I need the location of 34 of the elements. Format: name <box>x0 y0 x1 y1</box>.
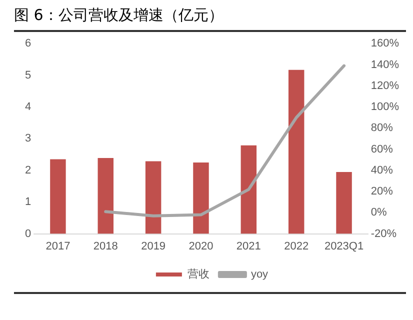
bar <box>193 162 209 234</box>
legend-label: yoy <box>250 268 269 281</box>
x-tick-label: 2020 <box>188 240 214 252</box>
bar <box>288 70 304 234</box>
x-tick-label: 2021 <box>236 240 261 252</box>
bar <box>145 161 162 234</box>
chart-title: 图 6：公司营收及增速（亿元） <box>14 6 224 25</box>
y-tick-label: 1 <box>24 196 32 208</box>
bar <box>336 172 352 234</box>
bar <box>98 158 114 234</box>
x-tick-label: 2017 <box>46 240 70 252</box>
y2-tick-label: 60% <box>370 143 394 156</box>
x-tick-label: 2023Q1 <box>324 240 364 252</box>
x-tick-label: 2018 <box>93 240 118 252</box>
y2-tick-label: 0% <box>370 206 387 219</box>
legend-label: 营收 <box>187 268 210 281</box>
x-tick-label: 2019 <box>141 240 166 252</box>
bar <box>240 145 257 234</box>
y-tick-label: 5 <box>24 69 32 82</box>
y2-tick-label: 160% <box>370 38 400 50</box>
y-tick-label: 0 <box>24 228 32 240</box>
y2-tick-label: 120% <box>370 80 400 92</box>
y2-tick-label: -20% <box>370 228 397 240</box>
y-tick-label: 3 <box>24 132 32 145</box>
y-tick-label: 4 <box>24 101 32 114</box>
y2-tick-label: 140% <box>370 58 400 71</box>
y2-tick-label: 100% <box>370 101 400 114</box>
bar <box>50 159 66 234</box>
y2-tick-label: 20% <box>370 186 394 198</box>
x-tick-label: 2022 <box>284 240 309 252</box>
y-tick-label: 2 <box>24 164 32 176</box>
y-tick-label: 6 <box>24 38 32 50</box>
y2-tick-label: 40% <box>370 164 394 176</box>
y2-tick-label: 80% <box>370 122 394 134</box>
